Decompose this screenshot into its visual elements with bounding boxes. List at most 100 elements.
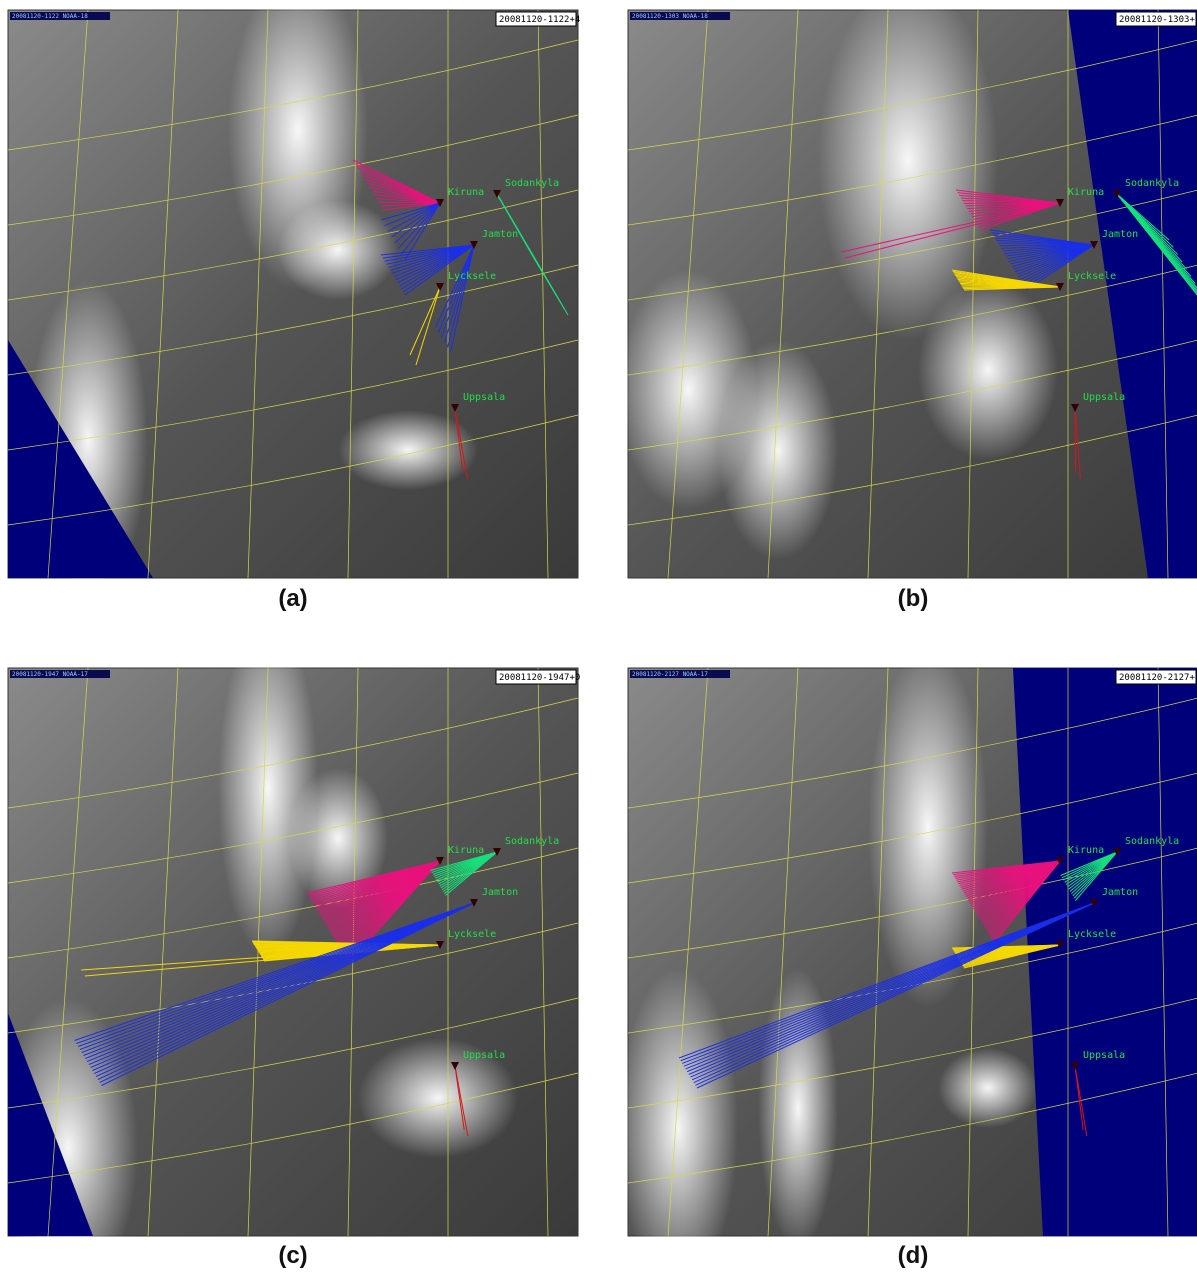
view-ray <box>85 902 475 1059</box>
grid-longitude <box>867 9 889 579</box>
view-ray <box>978 202 1061 228</box>
view-ray <box>683 902 1095 1067</box>
view-ray <box>447 244 475 348</box>
station-label: Uppsala <box>463 392 505 403</box>
timestamp: 20081120-1947+0 <box>499 673 580 683</box>
view-ray <box>401 244 475 290</box>
view-ray <box>376 197 441 204</box>
view-ray <box>97 902 475 1080</box>
grid-latitude <box>627 414 1197 526</box>
panel-caption: (a) <box>278 585 307 612</box>
grid-longitude <box>1157 667 1169 1237</box>
view-ray <box>397 244 475 284</box>
station-marker <box>451 1062 459 1070</box>
view-ray <box>378 201 441 204</box>
panel: Kiruna Sodankyla Jamton Lycksele Uppsala 2008… <box>0 618 580 1280</box>
grid-longitude <box>247 667 269 1237</box>
view-ray <box>441 244 475 338</box>
panel-caption: (b) <box>898 585 929 612</box>
view-ray <box>74 902 475 1041</box>
view-ray <box>380 202 441 207</box>
view-ray <box>435 244 475 328</box>
station-label: Sodankyla <box>505 178 559 189</box>
timestamp-box <box>495 11 577 27</box>
header-bar <box>630 670 730 678</box>
header-bar <box>630 12 730 20</box>
view-ray <box>678 902 1095 1059</box>
view-ray <box>382 202 441 211</box>
view-ray <box>81 902 475 1053</box>
cloud <box>868 648 988 1008</box>
image-header: 20081120-1303 NOAA-18 <box>632 13 708 20</box>
view-ray <box>695 902 1095 1086</box>
view-ray <box>88 902 475 1065</box>
view-ray <box>690 902 1095 1078</box>
panel: Kiruna Sodankyla Jamton Lycksele Uppsala 2008… <box>7 0 580 600</box>
view-ray <box>696 902 1095 1089</box>
station-label: Lycksele <box>1068 929 1116 940</box>
view-ray <box>76 902 475 1044</box>
view-ray <box>415 286 441 366</box>
view-ray <box>1019 244 1095 281</box>
view-ray <box>1016 244 1095 275</box>
grid-longitude <box>247 9 269 579</box>
view-ray <box>685 902 1095 1070</box>
view-ray <box>686 902 1095 1073</box>
station-marker <box>1056 283 1064 291</box>
view-ray <box>90 902 475 1068</box>
station-label: Jamton <box>1102 229 1138 240</box>
view-ray <box>454 407 468 480</box>
view-ray <box>380 244 475 256</box>
grid-latitude <box>7 997 579 1109</box>
cloud <box>758 968 838 1248</box>
view-ray <box>387 202 441 232</box>
cloud <box>218 618 318 958</box>
view-ray <box>79 902 475 1050</box>
view-ray <box>77 902 475 1047</box>
station-marker <box>1113 190 1121 198</box>
cloud <box>618 968 738 1280</box>
timestamp-box <box>1115 11 1197 27</box>
cloud <box>358 1038 518 1158</box>
grid-longitude <box>47 9 89 579</box>
view-ray <box>445 851 498 896</box>
view-ray <box>444 244 475 343</box>
panel: Kiruna Sodankyla Jamton Lycksele Uppsala 2008… <box>618 0 1197 579</box>
station-marker <box>436 857 444 865</box>
view-ray <box>404 202 441 261</box>
view-ray <box>844 202 1061 259</box>
view-ray <box>682 902 1095 1064</box>
view-ray <box>688 902 1095 1075</box>
view-ray <box>402 244 475 293</box>
panel-caption: (d) <box>898 1242 929 1269</box>
view-ray <box>409 286 441 356</box>
timestamp-box <box>495 669 577 685</box>
station-label: Uppsala <box>1083 1050 1125 1061</box>
grid-longitude <box>537 9 549 579</box>
grid-latitude <box>627 39 1197 151</box>
cloud <box>918 280 1058 460</box>
view-ray <box>1116 193 1197 296</box>
view-ray <box>1074 407 1081 480</box>
cloud <box>818 0 998 340</box>
grid-latitude <box>627 772 1197 884</box>
station-marker <box>1071 1062 1079 1070</box>
station-marker <box>493 848 501 856</box>
grid-latitude <box>627 697 1197 809</box>
timestamp-box <box>1115 669 1197 685</box>
grid-latitude <box>627 189 1197 301</box>
view-ray <box>101 902 475 1086</box>
view-ray <box>1074 1065 1088 1137</box>
view-ray <box>388 244 475 268</box>
view-ray <box>397 202 441 249</box>
grid-latitude <box>7 414 579 526</box>
view-ray <box>963 944 1061 969</box>
station-label: Kiruna <box>1068 845 1104 856</box>
timestamp: 20081120-1122+4 <box>499 15 580 25</box>
station-marker <box>1056 199 1064 207</box>
station-marker <box>470 241 478 249</box>
grid-latitude <box>627 847 1197 959</box>
grid-longitude <box>47 667 89 1237</box>
station-label: Sodankyla <box>1125 836 1179 847</box>
view-ray <box>1024 244 1095 288</box>
